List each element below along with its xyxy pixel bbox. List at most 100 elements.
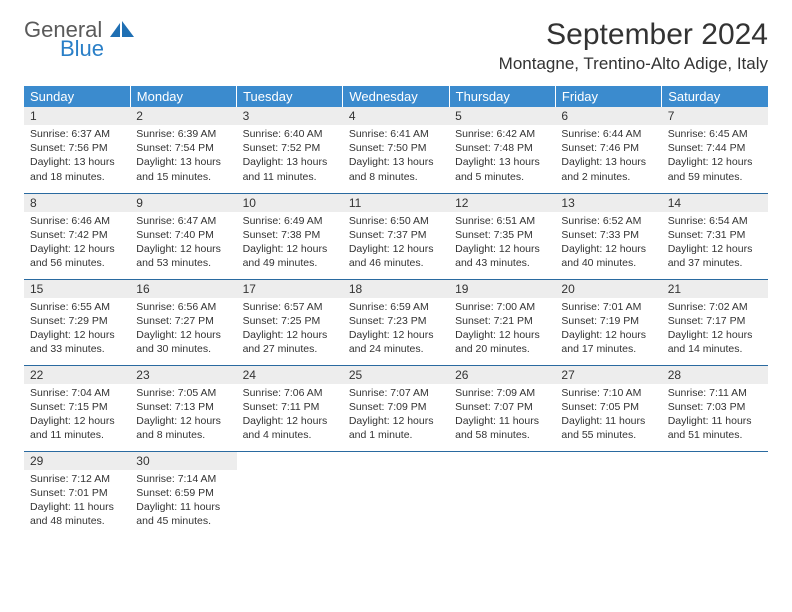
day-body: Sunrise: 6:59 AMSunset: 7:23 PMDaylight:… (343, 298, 449, 361)
day-number: 21 (662, 280, 768, 298)
sunrise-text: Sunrise: 7:14 AM (136, 472, 230, 486)
day-body: Sunrise: 7:04 AMSunset: 7:15 PMDaylight:… (24, 384, 130, 447)
day-number: 24 (237, 366, 343, 384)
sunset-text: Sunset: 7:07 PM (455, 400, 549, 414)
day-body: Sunrise: 6:49 AMSunset: 7:38 PMDaylight:… (237, 212, 343, 275)
sunset-text: Sunset: 7:09 PM (349, 400, 443, 414)
sunrise-text: Sunrise: 7:05 AM (136, 386, 230, 400)
day-body: Sunrise: 7:01 AMSunset: 7:19 PMDaylight:… (555, 298, 661, 361)
sunrise-text: Sunrise: 7:07 AM (349, 386, 443, 400)
day-header: Saturday (662, 86, 768, 107)
calendar-day-cell: 18Sunrise: 6:59 AMSunset: 7:23 PMDayligh… (343, 279, 449, 365)
day-number: 29 (24, 452, 130, 470)
daylight-text: Daylight: 12 hours and 20 minutes. (455, 328, 549, 356)
sunset-text: Sunset: 7:54 PM (136, 141, 230, 155)
day-body: Sunrise: 7:14 AMSunset: 6:59 PMDaylight:… (130, 470, 236, 533)
sunset-text: Sunset: 7:15 PM (30, 400, 124, 414)
calendar-day-cell (449, 451, 555, 537)
logo-text: General Blue (24, 18, 136, 60)
calendar-day-cell: 28Sunrise: 7:11 AMSunset: 7:03 PMDayligh… (662, 365, 768, 451)
daylight-text: Daylight: 12 hours and 17 minutes. (561, 328, 655, 356)
daylight-text: Daylight: 11 hours and 58 minutes. (455, 414, 549, 442)
day-header: Tuesday (237, 86, 343, 107)
sunset-text: Sunset: 7:38 PM (243, 228, 337, 242)
day-body: Sunrise: 6:45 AMSunset: 7:44 PMDaylight:… (662, 125, 768, 188)
daylight-text: Daylight: 13 hours and 8 minutes. (349, 155, 443, 183)
day-number: 16 (130, 280, 236, 298)
daylight-text: Daylight: 12 hours and 4 minutes. (243, 414, 337, 442)
calendar-week-row: 22Sunrise: 7:04 AMSunset: 7:15 PMDayligh… (24, 365, 768, 451)
calendar-day-cell: 22Sunrise: 7:04 AMSunset: 7:15 PMDayligh… (24, 365, 130, 451)
day-body: Sunrise: 7:06 AMSunset: 7:11 PMDaylight:… (237, 384, 343, 447)
day-header-row: Sunday Monday Tuesday Wednesday Thursday… (24, 86, 768, 107)
daylight-text: Daylight: 12 hours and 43 minutes. (455, 242, 549, 270)
sunrise-text: Sunrise: 7:11 AM (668, 386, 762, 400)
title-block: September 2024 Montagne, Trentino-Alto A… (499, 18, 768, 74)
calendar-day-cell: 6Sunrise: 6:44 AMSunset: 7:46 PMDaylight… (555, 107, 661, 193)
day-number: 30 (130, 452, 236, 470)
header: General Blue September 2024 Montagne, Tr… (24, 18, 768, 74)
day-number: 5 (449, 107, 555, 125)
day-number: 23 (130, 366, 236, 384)
daylight-text: Daylight: 13 hours and 15 minutes. (136, 155, 230, 183)
calendar-day-cell (237, 451, 343, 537)
daylight-text: Daylight: 11 hours and 51 minutes. (668, 414, 762, 442)
sunrise-text: Sunrise: 7:04 AM (30, 386, 124, 400)
day-body: Sunrise: 6:41 AMSunset: 7:50 PMDaylight:… (343, 125, 449, 188)
calendar-day-cell: 5Sunrise: 6:42 AMSunset: 7:48 PMDaylight… (449, 107, 555, 193)
day-body: Sunrise: 6:44 AMSunset: 7:46 PMDaylight:… (555, 125, 661, 188)
calendar-week-row: 15Sunrise: 6:55 AMSunset: 7:29 PMDayligh… (24, 279, 768, 365)
daylight-text: Daylight: 12 hours and 59 minutes. (668, 155, 762, 183)
sunrise-text: Sunrise: 6:46 AM (30, 214, 124, 228)
day-body: Sunrise: 7:00 AMSunset: 7:21 PMDaylight:… (449, 298, 555, 361)
day-number: 15 (24, 280, 130, 298)
month-title: September 2024 (499, 18, 768, 52)
day-body: Sunrise: 7:11 AMSunset: 7:03 PMDaylight:… (662, 384, 768, 447)
day-body: Sunrise: 6:50 AMSunset: 7:37 PMDaylight:… (343, 212, 449, 275)
day-number: 27 (555, 366, 661, 384)
daylight-text: Daylight: 13 hours and 2 minutes. (561, 155, 655, 183)
calendar-week-row: 8Sunrise: 6:46 AMSunset: 7:42 PMDaylight… (24, 193, 768, 279)
daylight-text: Daylight: 12 hours and 27 minutes. (243, 328, 337, 356)
day-body: Sunrise: 6:40 AMSunset: 7:52 PMDaylight:… (237, 125, 343, 188)
day-number: 19 (449, 280, 555, 298)
calendar-day-cell: 13Sunrise: 6:52 AMSunset: 7:33 PMDayligh… (555, 193, 661, 279)
sunrise-text: Sunrise: 7:10 AM (561, 386, 655, 400)
day-number: 11 (343, 194, 449, 212)
calendar-day-cell (343, 451, 449, 537)
sunrise-text: Sunrise: 6:49 AM (243, 214, 337, 228)
day-body: Sunrise: 6:56 AMSunset: 7:27 PMDaylight:… (130, 298, 236, 361)
calendar-day-cell: 20Sunrise: 7:01 AMSunset: 7:19 PMDayligh… (555, 279, 661, 365)
sunrise-text: Sunrise: 7:09 AM (455, 386, 549, 400)
sunrise-text: Sunrise: 6:51 AM (455, 214, 549, 228)
daylight-text: Daylight: 12 hours and 24 minutes. (349, 328, 443, 356)
sunset-text: Sunset: 7:56 PM (30, 141, 124, 155)
daylight-text: Daylight: 13 hours and 18 minutes. (30, 155, 124, 183)
sunset-text: Sunset: 7:52 PM (243, 141, 337, 155)
day-body: Sunrise: 6:52 AMSunset: 7:33 PMDaylight:… (555, 212, 661, 275)
sunrise-text: Sunrise: 6:45 AM (668, 127, 762, 141)
sunset-text: Sunset: 7:03 PM (668, 400, 762, 414)
daylight-text: Daylight: 11 hours and 45 minutes. (136, 500, 230, 528)
day-header: Wednesday (343, 86, 449, 107)
daylight-text: Daylight: 12 hours and 30 minutes. (136, 328, 230, 356)
calendar-day-cell: 27Sunrise: 7:10 AMSunset: 7:05 PMDayligh… (555, 365, 661, 451)
calendar-day-cell: 2Sunrise: 6:39 AMSunset: 7:54 PMDaylight… (130, 107, 236, 193)
sunset-text: Sunset: 7:19 PM (561, 314, 655, 328)
calendar-day-cell: 26Sunrise: 7:09 AMSunset: 7:07 PMDayligh… (449, 365, 555, 451)
sunset-text: Sunset: 7:46 PM (561, 141, 655, 155)
sunrise-text: Sunrise: 6:59 AM (349, 300, 443, 314)
sunset-text: Sunset: 7:48 PM (455, 141, 549, 155)
daylight-text: Daylight: 12 hours and 49 minutes. (243, 242, 337, 270)
calendar-day-cell: 24Sunrise: 7:06 AMSunset: 7:11 PMDayligh… (237, 365, 343, 451)
day-body: Sunrise: 7:07 AMSunset: 7:09 PMDaylight:… (343, 384, 449, 447)
sunrise-text: Sunrise: 7:00 AM (455, 300, 549, 314)
calendar-day-cell: 30Sunrise: 7:14 AMSunset: 6:59 PMDayligh… (130, 451, 236, 537)
sunset-text: Sunset: 7:17 PM (668, 314, 762, 328)
day-number: 9 (130, 194, 236, 212)
day-body: Sunrise: 7:12 AMSunset: 7:01 PMDaylight:… (24, 470, 130, 533)
sunset-text: Sunset: 7:01 PM (30, 486, 124, 500)
calendar-week-row: 1Sunrise: 6:37 AMSunset: 7:56 PMDaylight… (24, 107, 768, 193)
sunrise-text: Sunrise: 6:40 AM (243, 127, 337, 141)
calendar-week-row: 29Sunrise: 7:12 AMSunset: 7:01 PMDayligh… (24, 451, 768, 537)
